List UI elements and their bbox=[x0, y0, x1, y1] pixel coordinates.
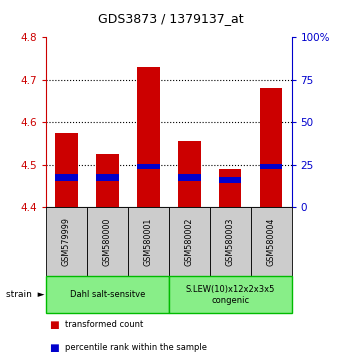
Text: GSM580001: GSM580001 bbox=[144, 217, 153, 266]
Bar bbox=[260, 164, 282, 169]
Text: GSM580000: GSM580000 bbox=[103, 217, 112, 266]
Text: GSM579999: GSM579999 bbox=[62, 217, 71, 266]
Text: ■: ■ bbox=[49, 343, 59, 353]
Text: S.LEW(10)x12x2x3x5
congenic: S.LEW(10)x12x2x3x5 congenic bbox=[186, 285, 275, 305]
Bar bbox=[219, 177, 241, 183]
Text: GDS3873 / 1379137_at: GDS3873 / 1379137_at bbox=[98, 12, 243, 25]
Text: GSM580003: GSM580003 bbox=[226, 217, 235, 266]
Bar bbox=[96, 154, 119, 207]
Bar bbox=[96, 174, 119, 181]
Bar bbox=[178, 174, 201, 181]
Text: percentile rank within the sample: percentile rank within the sample bbox=[65, 343, 207, 352]
Bar bbox=[55, 133, 78, 207]
Text: transformed count: transformed count bbox=[65, 320, 143, 329]
Bar bbox=[55, 174, 78, 181]
Bar bbox=[178, 141, 201, 207]
Bar bbox=[260, 88, 282, 207]
Text: GSM580002: GSM580002 bbox=[185, 217, 194, 266]
Text: ■: ■ bbox=[49, 320, 59, 330]
Text: Dahl salt-sensitve: Dahl salt-sensitve bbox=[70, 290, 145, 299]
Bar bbox=[137, 67, 160, 207]
Bar bbox=[219, 169, 241, 207]
Bar bbox=[137, 164, 160, 169]
Text: GSM580004: GSM580004 bbox=[267, 217, 276, 266]
Text: strain  ►: strain ► bbox=[6, 290, 44, 299]
